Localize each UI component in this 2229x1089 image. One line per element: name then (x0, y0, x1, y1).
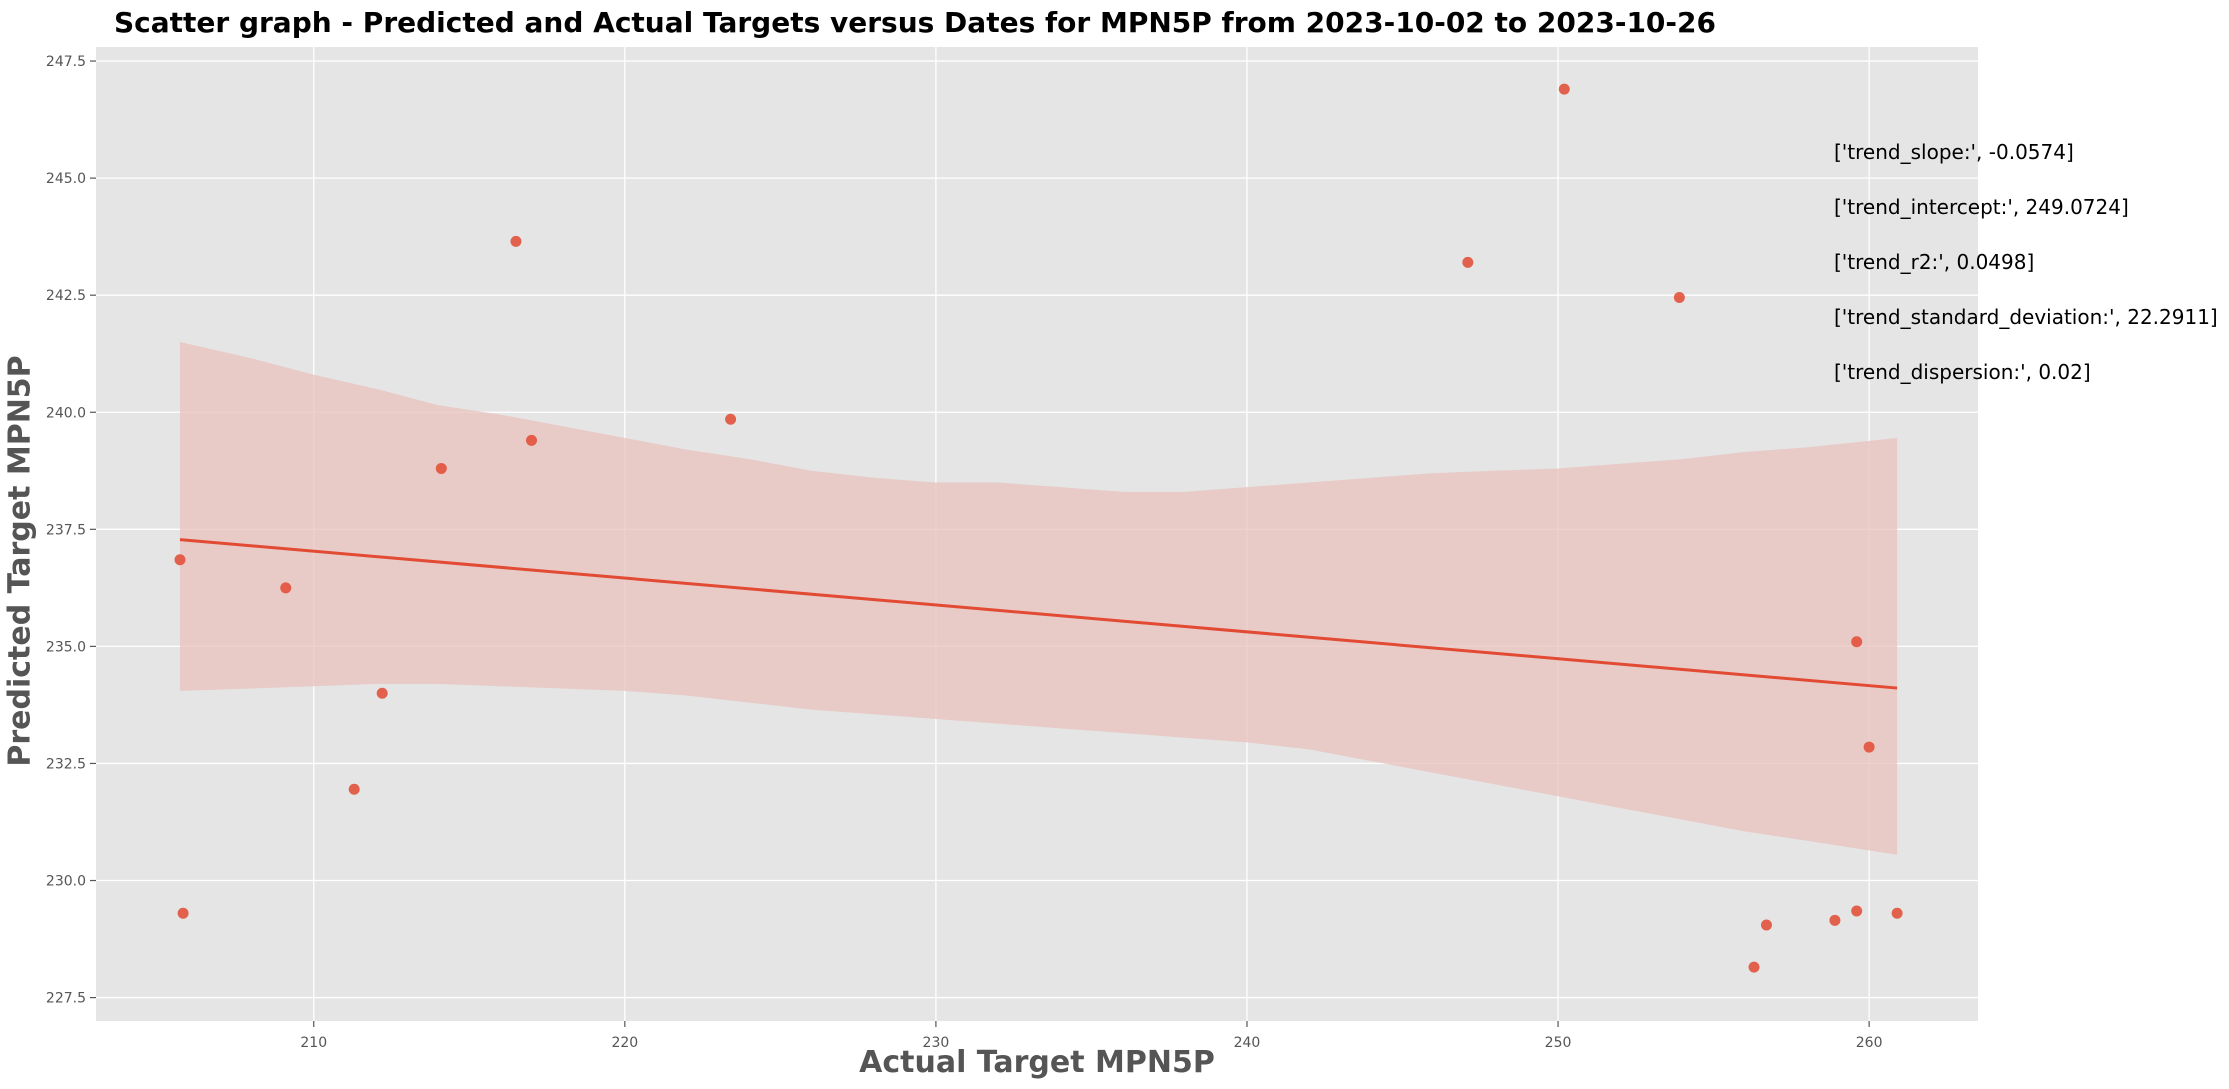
y-tick-label: 232.5 (46, 756, 86, 772)
data-point (1863, 741, 1875, 753)
data-point (1558, 83, 1570, 95)
x-tick-label: 220 (611, 1035, 638, 1051)
data-point (1891, 907, 1903, 919)
data-point (510, 235, 522, 247)
y-tick-label: 247.5 (46, 54, 86, 70)
data-point (1851, 905, 1863, 917)
data-point (174, 554, 186, 566)
data-point (725, 413, 737, 425)
data-point (1748, 961, 1760, 973)
trend-dispersion-annotation: ['trend_dispersion:', 0.02] (1834, 360, 2091, 384)
chart-title: Scatter graph - Predicted and Actual Tar… (113, 6, 1716, 39)
data-point (1462, 256, 1474, 268)
data-point (348, 783, 360, 795)
y-tick-label: 240.0 (46, 405, 86, 421)
y-tick-label: 230.0 (46, 874, 86, 890)
data-point (1851, 636, 1863, 648)
data-point (1760, 919, 1772, 931)
x-tick-label: 260 (1856, 1035, 1883, 1051)
trend-std-annotation: ['trend_standard_deviation:', 22.2911] (1834, 305, 2218, 329)
data-point (376, 687, 388, 699)
trend-r2-annotation: ['trend_r2:', 0.0498] (1834, 250, 2035, 274)
data-point (526, 434, 538, 446)
y-tick-label: 242.5 (46, 288, 86, 304)
trend-line (179, 538, 1898, 690)
confidence-band (179, 342, 1898, 855)
y-axis-label: Predicted Target MPN5P (2, 355, 38, 767)
x-tick-label: 210 (300, 1035, 327, 1051)
trend-stats: ['trend_slope:', -0.0574] ['trend_interc… (1834, 140, 2218, 415)
y-tick-label: 227.5 (46, 991, 86, 1007)
x-tick-label: 250 (1545, 1035, 1572, 1051)
x-tick-label: 230 (923, 1035, 950, 1051)
data-point (435, 462, 447, 474)
x-axis-label: Actual Target MPN5P (859, 1045, 1215, 1080)
trend-intercept-annotation: ['trend_intercept:', 249.0724] (1834, 195, 2129, 219)
x-tick-label: 240 (1234, 1035, 1261, 1051)
trend-slope-annotation: ['trend_slope:', -0.0574] (1834, 140, 2074, 164)
data-point (177, 907, 189, 919)
y-tick-label: 235.0 (46, 639, 86, 655)
data-point (280, 582, 292, 594)
y-tick-label: 245.0 (46, 171, 86, 187)
data-point (1673, 292, 1685, 304)
data-point (1829, 914, 1841, 926)
y-tick-label: 237.5 (46, 522, 86, 538)
